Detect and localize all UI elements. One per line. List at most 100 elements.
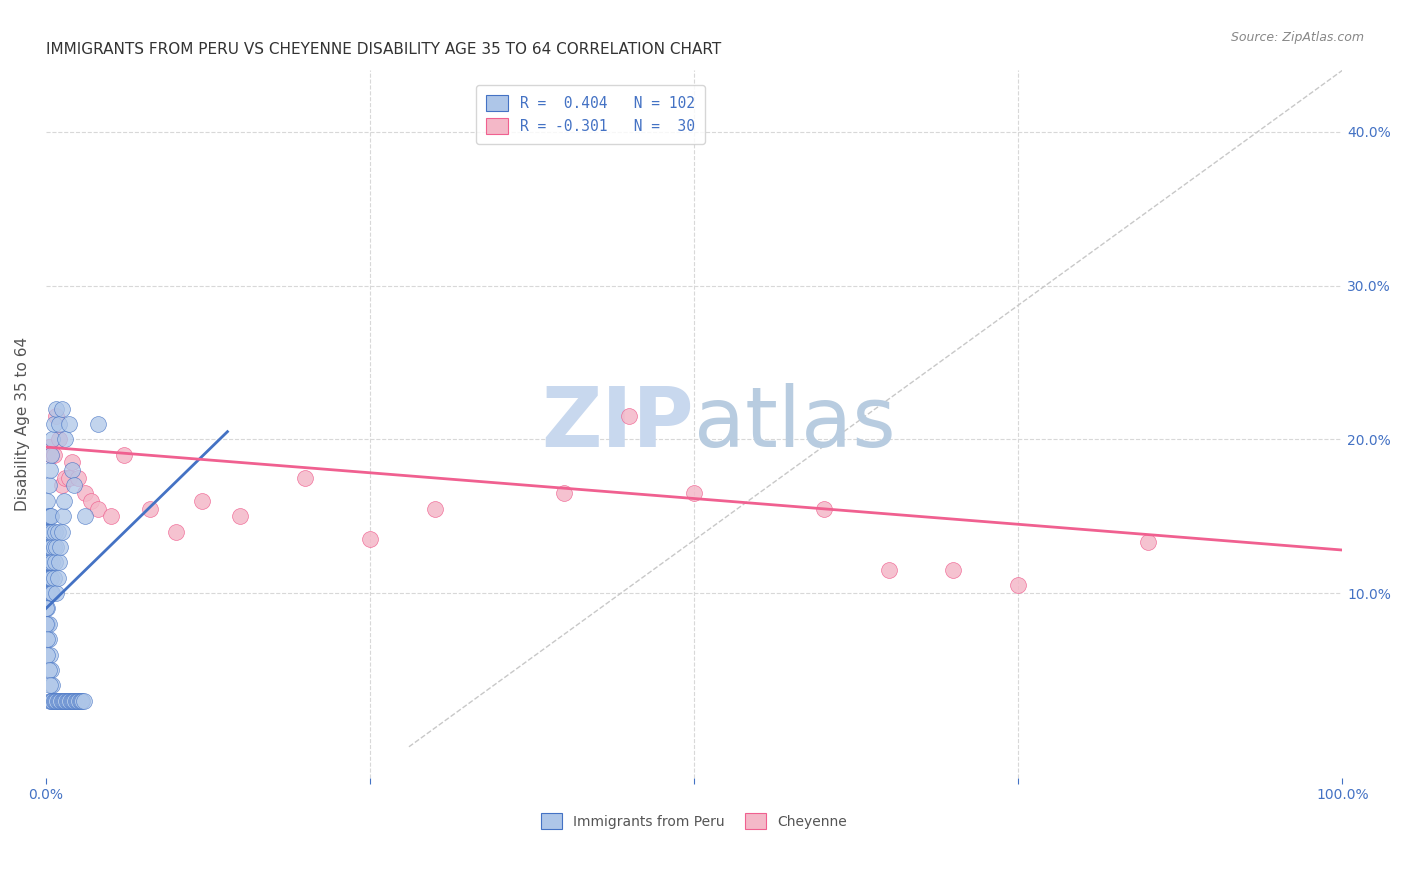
Point: [100, 509, 122, 524]
Point: [39, 509, 62, 524]
Point: [44, 524, 66, 539]
Point: [38, 440, 60, 454]
Point: [60, 455, 83, 469]
Point: [190, 493, 212, 508]
Point: [38, 571, 60, 585]
Point: [73, 486, 96, 500]
Point: [58, 694, 80, 708]
Point: [46, 524, 69, 539]
Legend: Immigrants from Peru, Cheyenne: Immigrants from Peru, Cheyenne: [536, 808, 852, 834]
Point: [619, 409, 641, 424]
Point: [37, 540, 59, 554]
Point: [294, 471, 316, 485]
Point: [45, 694, 67, 708]
Point: [1136, 535, 1159, 549]
Point: [41, 433, 63, 447]
Point: [37, 586, 59, 600]
Point: [138, 501, 160, 516]
Point: [37, 616, 59, 631]
Point: [59, 694, 82, 708]
Point: [51, 694, 73, 708]
Point: [41, 678, 63, 692]
Point: [41, 586, 63, 600]
Point: [51, 401, 73, 416]
Point: [67, 471, 90, 485]
Point: [52, 694, 75, 708]
Point: [38, 586, 60, 600]
Point: [48, 555, 70, 569]
Point: [35, 524, 58, 539]
Point: [46, 571, 69, 585]
Point: [58, 417, 80, 431]
Point: [67, 694, 90, 708]
Point: [38, 540, 60, 554]
Point: [42, 540, 65, 554]
Point: [87, 501, 110, 516]
Point: [423, 501, 446, 516]
Point: [42, 694, 65, 708]
Point: [66, 694, 89, 708]
Point: [35, 601, 58, 615]
Point: [45, 540, 67, 554]
Point: [38, 648, 60, 662]
Point: [38, 509, 60, 524]
Point: [35, 540, 58, 554]
Point: [45, 409, 67, 424]
Point: [37, 648, 59, 662]
Point: [42, 448, 65, 462]
Point: [39, 694, 62, 708]
Point: [683, 486, 706, 500]
Point: [41, 524, 63, 539]
Point: [69, 694, 91, 708]
Point: [65, 694, 87, 708]
Point: [37, 524, 59, 539]
Point: [38, 478, 60, 492]
Point: [35, 586, 58, 600]
Point: [52, 509, 75, 524]
Point: [553, 486, 575, 500]
Point: [38, 555, 60, 569]
Point: [48, 433, 70, 447]
Point: [37, 632, 59, 647]
Point: [63, 694, 86, 708]
Point: [44, 555, 66, 569]
Point: [53, 694, 76, 708]
Point: [38, 555, 60, 569]
Point: [1007, 578, 1029, 592]
Point: [87, 417, 110, 431]
Point: [63, 478, 86, 492]
Point: [45, 586, 67, 600]
Point: [48, 694, 70, 708]
Point: [877, 563, 900, 577]
Text: ZIP: ZIP: [541, 384, 695, 465]
Point: [38, 678, 60, 692]
Point: [38, 632, 60, 647]
Point: [37, 509, 59, 524]
Point: [80, 493, 103, 508]
Point: [112, 448, 135, 462]
Point: [37, 493, 59, 508]
Point: [72, 694, 94, 708]
Point: [55, 694, 77, 708]
Point: [73, 509, 96, 524]
Point: [942, 563, 965, 577]
Point: [60, 463, 83, 477]
Point: [41, 694, 63, 708]
Point: [165, 524, 187, 539]
Point: [37, 601, 59, 615]
Point: [35, 540, 58, 554]
Point: [38, 586, 60, 600]
Point: [38, 586, 60, 600]
Point: [35, 571, 58, 585]
Point: [38, 663, 60, 677]
Point: [38, 694, 60, 708]
Y-axis label: Disability Age 35 to 64: Disability Age 35 to 64: [15, 337, 30, 511]
Point: [37, 571, 59, 585]
Point: [60, 694, 83, 708]
Text: atlas: atlas: [695, 384, 896, 465]
Point: [42, 571, 65, 585]
Point: [55, 694, 77, 708]
Point: [35, 616, 58, 631]
Text: Source: ZipAtlas.com: Source: ZipAtlas.com: [1230, 31, 1364, 45]
Point: [39, 663, 62, 677]
